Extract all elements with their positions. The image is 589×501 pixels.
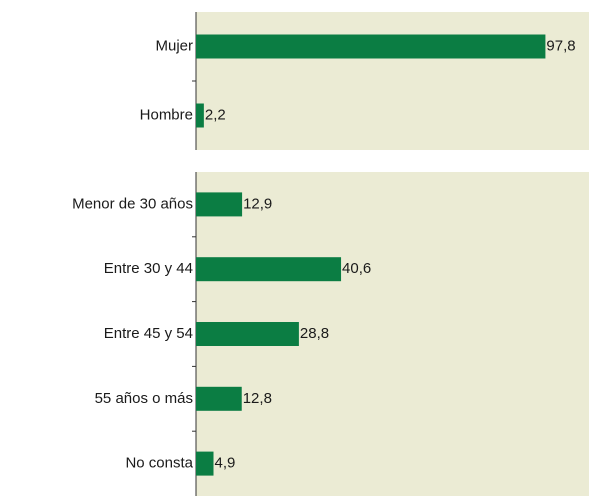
bar: [196, 386, 242, 411]
category-label: Mujer: [155, 37, 193, 54]
value-label: 12,8: [243, 390, 272, 407]
bar: [196, 322, 299, 346]
value-label: 40,6: [342, 260, 371, 277]
bar: [196, 34, 546, 59]
value-label: 2,2: [205, 106, 226, 123]
bar: [196, 103, 204, 128]
category-label: No consta: [125, 455, 193, 472]
bar: [196, 192, 243, 217]
category-label: Hombre: [140, 106, 193, 123]
plot-background: [196, 12, 589, 150]
value-label: 97,8: [546, 37, 575, 54]
value-label: 12,9: [243, 195, 272, 212]
bar: [196, 451, 214, 476]
value-label: 4,9: [215, 455, 236, 472]
category-label: Menor de 30 años: [72, 195, 193, 212]
bar: [196, 257, 342, 282]
category-label: Entre 30 y 44: [104, 260, 193, 277]
value-label: 28,8: [300, 325, 329, 342]
category-label: 55 años o más: [95, 390, 193, 407]
category-label: Entre 45 y 54: [104, 325, 193, 342]
